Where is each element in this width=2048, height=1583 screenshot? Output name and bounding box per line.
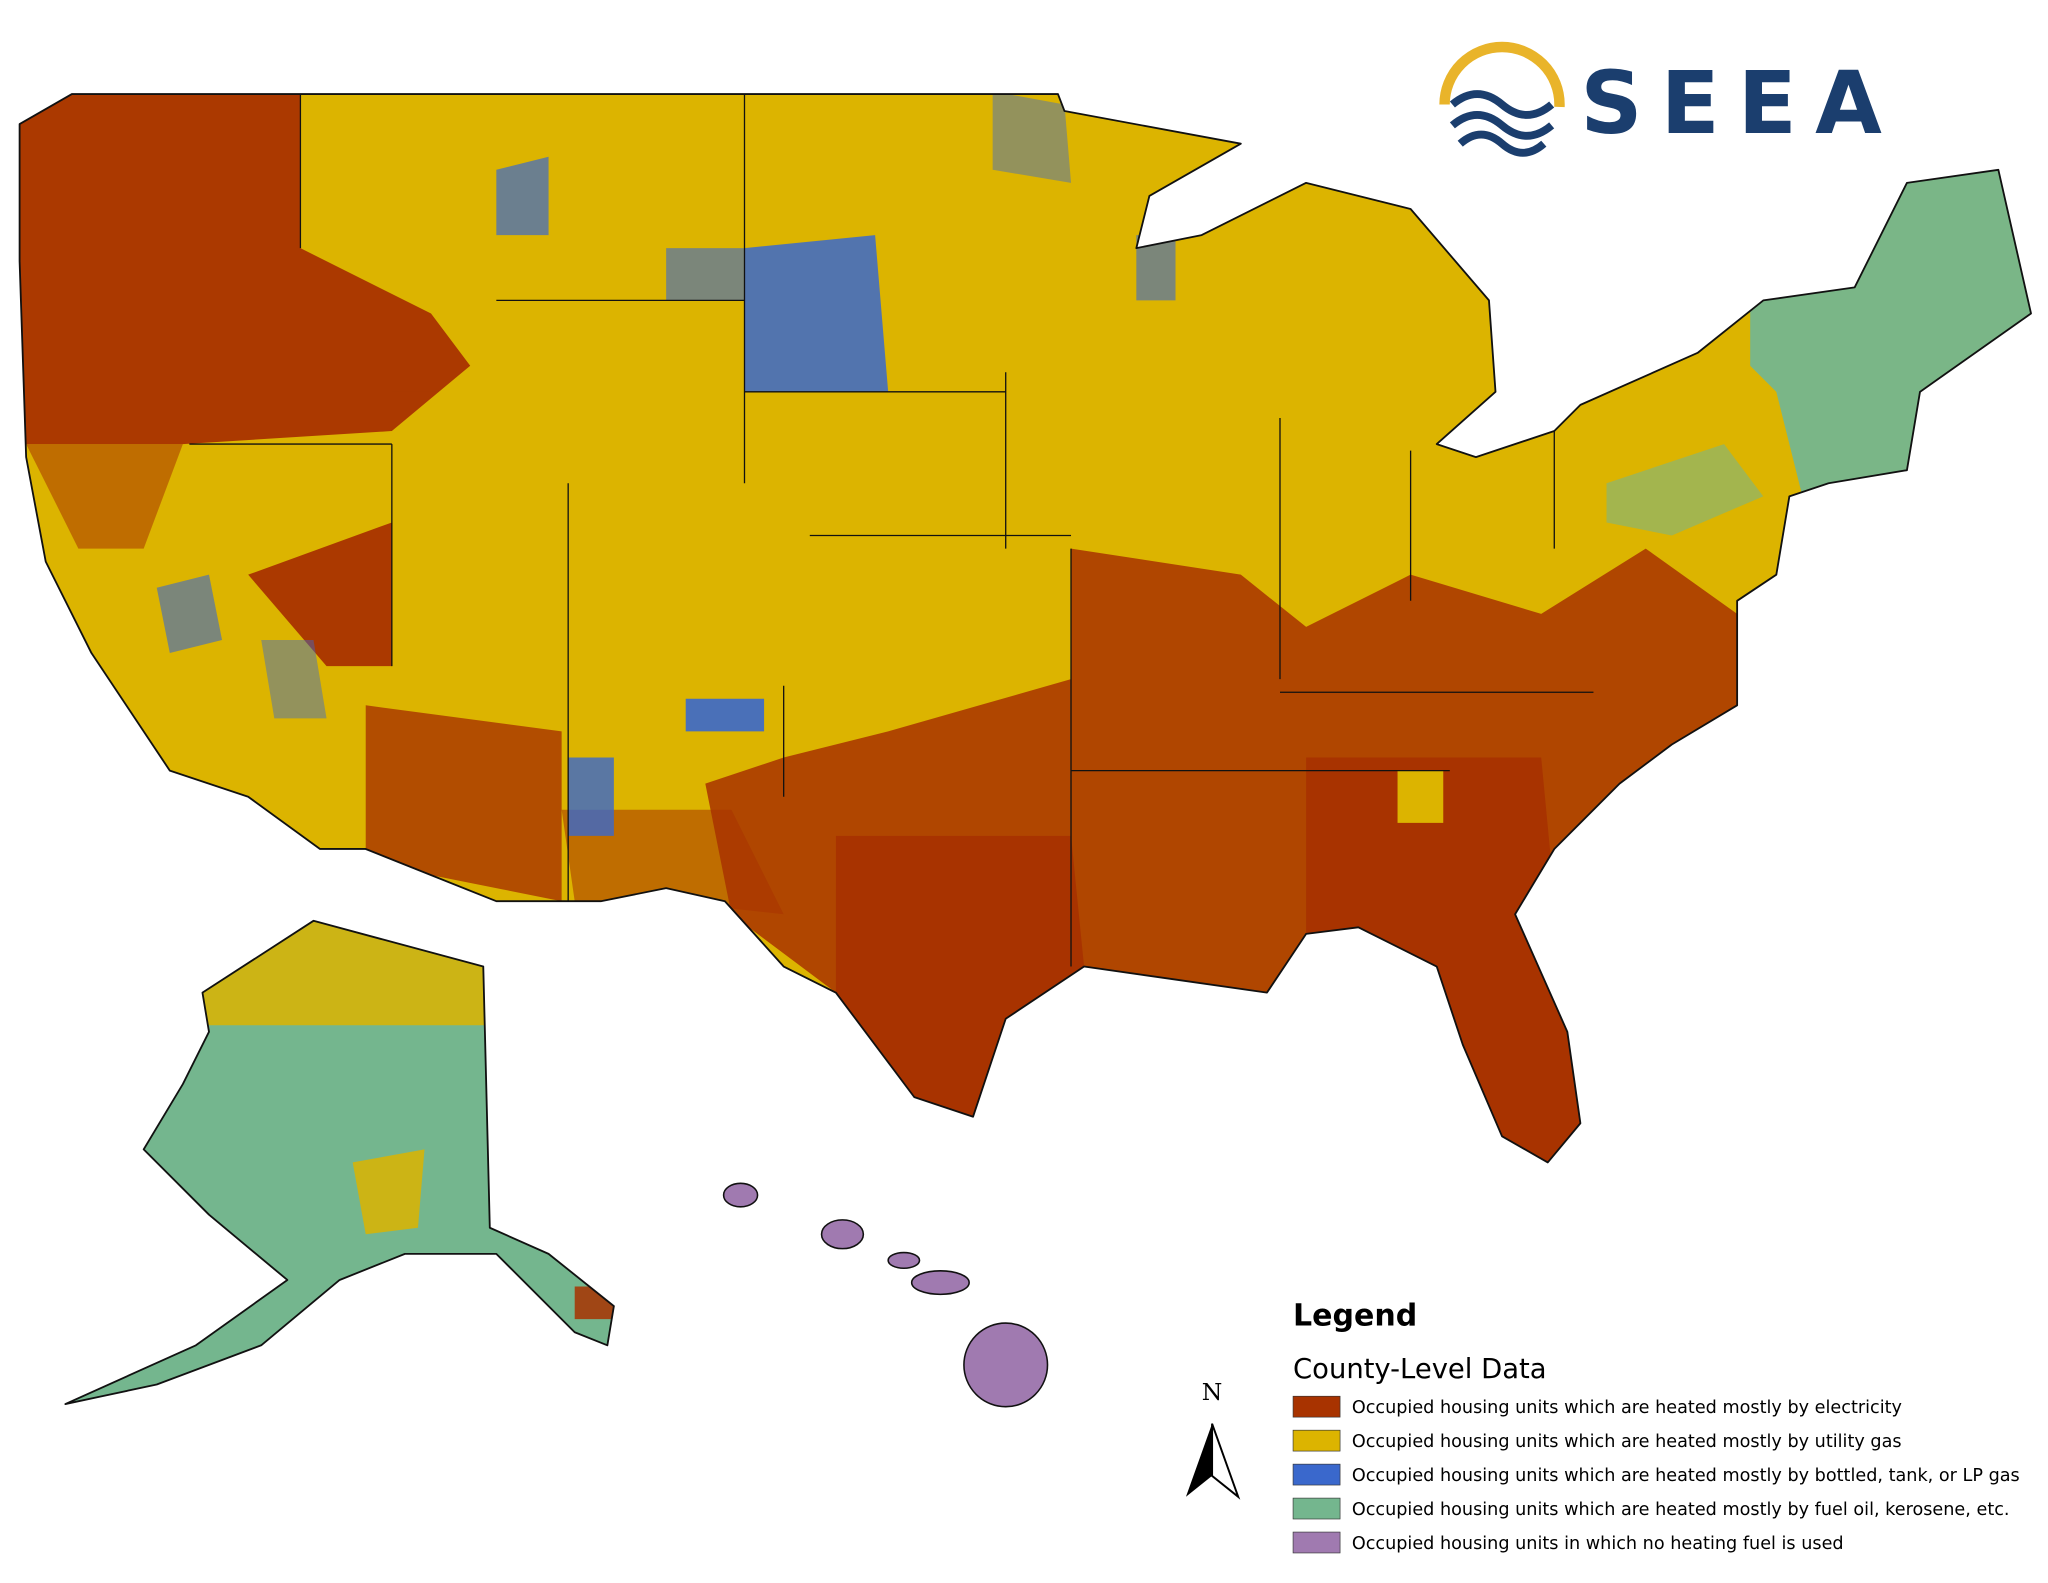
county-region xyxy=(1750,169,2032,497)
legend-label: Occupied housing units which are heated … xyxy=(1352,1432,1902,1452)
legend-title: Legend xyxy=(1293,1299,1417,1334)
hawaii xyxy=(722,1182,1049,1408)
legend-swatch xyxy=(1292,1497,1341,1520)
county-region xyxy=(1136,235,1176,301)
north-arrow: N xyxy=(1185,1378,1241,1500)
county-region xyxy=(1606,444,1764,536)
county-region xyxy=(365,705,562,902)
legend: Legend County-Level Data Occupied housin… xyxy=(1292,1299,2020,1554)
legend-subtitle: County-Level Data xyxy=(1293,1354,1547,1385)
legend-label: Occupied housing units which are heated … xyxy=(1352,1466,2020,1486)
legend-swatch xyxy=(1292,1395,1341,1418)
alaska xyxy=(65,920,614,1405)
state-borders xyxy=(18,93,2032,1405)
county-region xyxy=(496,156,549,236)
county-region xyxy=(352,1149,425,1235)
hawaii-island xyxy=(963,1322,1049,1408)
county-region xyxy=(992,94,1072,183)
hawaii-island xyxy=(722,1182,759,1208)
county-region xyxy=(261,639,327,719)
logo-text: SEEA xyxy=(1580,54,1900,154)
county-region xyxy=(19,94,471,445)
legend-label: Occupied housing units which are heated … xyxy=(1352,1500,2010,1520)
county-region xyxy=(1306,757,1581,1163)
county-region xyxy=(26,444,183,549)
county-region xyxy=(1397,770,1444,823)
north-label: N xyxy=(1202,1378,1223,1406)
legend-swatch xyxy=(1292,1429,1341,1452)
county-region xyxy=(835,835,1085,1117)
legend-label: Occupied housing units which are heated … xyxy=(1352,1398,1902,1418)
hawaii-island xyxy=(887,1251,921,1270)
county-region xyxy=(156,574,223,654)
hawaii-island xyxy=(910,1270,970,1296)
legend-swatch xyxy=(1292,1531,1341,1554)
county-region xyxy=(65,920,523,1026)
county-region xyxy=(248,522,392,667)
map-regions xyxy=(19,94,2032,1405)
county-region xyxy=(391,391,810,549)
county-region xyxy=(685,698,765,732)
legend-label: Occupied housing units in which no heati… xyxy=(1352,1534,1844,1554)
logo: SEEA xyxy=(1439,41,1900,168)
hawaii-island xyxy=(820,1219,865,1250)
legend-swatch xyxy=(1292,1463,1341,1486)
county-region xyxy=(744,235,889,392)
county-region xyxy=(568,757,614,836)
county-region xyxy=(666,248,745,301)
